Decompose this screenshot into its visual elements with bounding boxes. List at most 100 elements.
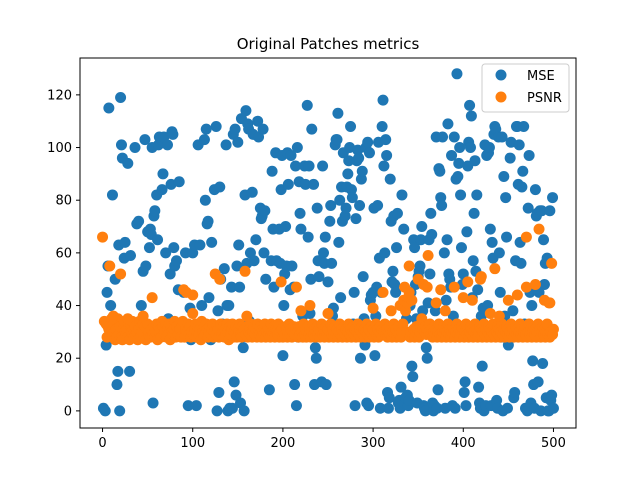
legend-marker-mse xyxy=(495,69,507,81)
mse-point xyxy=(422,297,434,309)
mse-point xyxy=(369,350,381,362)
mse-point xyxy=(310,352,322,364)
mse-point xyxy=(320,379,332,391)
psnr-point xyxy=(385,305,397,317)
psnr-point xyxy=(533,223,545,235)
x-tick-label: 400 xyxy=(451,436,476,451)
psnr-point xyxy=(466,294,478,306)
mse-point xyxy=(513,139,525,151)
mse-point xyxy=(266,165,278,177)
mse-point xyxy=(211,405,223,417)
mse-point xyxy=(238,405,250,417)
mse-point xyxy=(342,168,354,180)
mse-point xyxy=(115,92,127,103)
mse-point xyxy=(257,123,269,135)
mse-point xyxy=(246,186,258,198)
mse-point xyxy=(546,389,558,401)
mse-point xyxy=(527,355,539,367)
mse-point xyxy=(167,128,179,140)
mse-point xyxy=(464,142,476,154)
chart-title: Original Patches metrics xyxy=(237,35,420,53)
mse-point xyxy=(303,160,315,172)
mse-point xyxy=(500,192,512,204)
mse-point xyxy=(210,120,222,132)
x-tick-label: 0 xyxy=(98,436,106,451)
mse-point xyxy=(468,207,480,219)
y-tick-label: 120 xyxy=(47,88,72,103)
mse-point xyxy=(311,202,323,214)
mse-point xyxy=(232,136,244,148)
mse-point xyxy=(382,402,394,414)
x-tick-label: 500 xyxy=(541,436,566,451)
x-axis: 0 100 200 300 400 500 xyxy=(98,428,566,451)
psnr-point xyxy=(377,286,389,298)
mse-point xyxy=(523,149,535,161)
mse-point xyxy=(259,205,271,217)
mse-point xyxy=(295,223,307,235)
mse-point xyxy=(260,273,272,285)
mse-point xyxy=(324,215,336,227)
mse-point xyxy=(436,199,448,211)
mse-point xyxy=(226,281,238,293)
mse-point xyxy=(391,242,403,254)
mse-point xyxy=(448,131,460,143)
psnr-point xyxy=(489,263,501,275)
mse-point xyxy=(390,286,402,298)
mse-point xyxy=(220,139,232,151)
mse-point xyxy=(290,160,302,172)
legend-label-psnr: PSNR xyxy=(527,91,562,106)
mse-point xyxy=(494,286,506,298)
mse-point xyxy=(156,184,168,196)
y-tick-label: 40 xyxy=(55,299,72,314)
mse-point xyxy=(547,192,559,204)
mse-point xyxy=(377,94,389,106)
mse-point xyxy=(226,402,238,414)
mse-point xyxy=(139,134,151,146)
mse-point xyxy=(354,352,366,364)
mse-point xyxy=(240,105,252,117)
mse-point xyxy=(196,300,208,312)
mse-point xyxy=(379,247,391,259)
mse-point xyxy=(441,234,453,246)
mse-point xyxy=(518,120,530,132)
mse-point xyxy=(374,402,386,414)
psnr-point xyxy=(547,323,559,335)
psnr-point xyxy=(304,300,316,312)
mse-point xyxy=(376,120,388,132)
mse-point xyxy=(103,102,115,114)
psnr-point xyxy=(422,250,434,262)
mse-point xyxy=(383,392,395,404)
mse-point xyxy=(223,300,235,312)
mse-point xyxy=(407,371,419,383)
mse-point xyxy=(289,379,301,391)
psnr-point xyxy=(421,281,433,293)
mse-point xyxy=(449,402,461,414)
mse-point xyxy=(119,236,131,248)
mse-point xyxy=(306,123,318,135)
mse-point xyxy=(467,255,479,267)
y-tick-label: 80 xyxy=(55,194,72,209)
mse-point xyxy=(395,381,407,393)
mse-point xyxy=(317,247,329,259)
mse-point xyxy=(250,234,262,246)
psnr-point xyxy=(322,307,334,319)
y-axis: 0 20 40 60 80 100 120 xyxy=(47,88,80,419)
mse-point xyxy=(414,260,426,272)
mse-point xyxy=(432,384,444,396)
mse-point xyxy=(356,165,368,177)
mse-point xyxy=(440,294,452,306)
mse-point xyxy=(426,228,438,240)
mse-point xyxy=(451,68,463,80)
psnr-point xyxy=(544,297,556,309)
psnr-point xyxy=(439,305,451,317)
mse-point xyxy=(263,384,275,396)
mse-point xyxy=(547,402,559,414)
mse-point xyxy=(285,149,297,161)
mse-point xyxy=(147,397,159,409)
mse-point xyxy=(282,178,294,190)
mse-point xyxy=(291,142,303,154)
mse-point xyxy=(203,292,215,304)
mse-point xyxy=(277,350,289,362)
mse-point xyxy=(398,223,410,235)
mse-point xyxy=(143,242,155,254)
